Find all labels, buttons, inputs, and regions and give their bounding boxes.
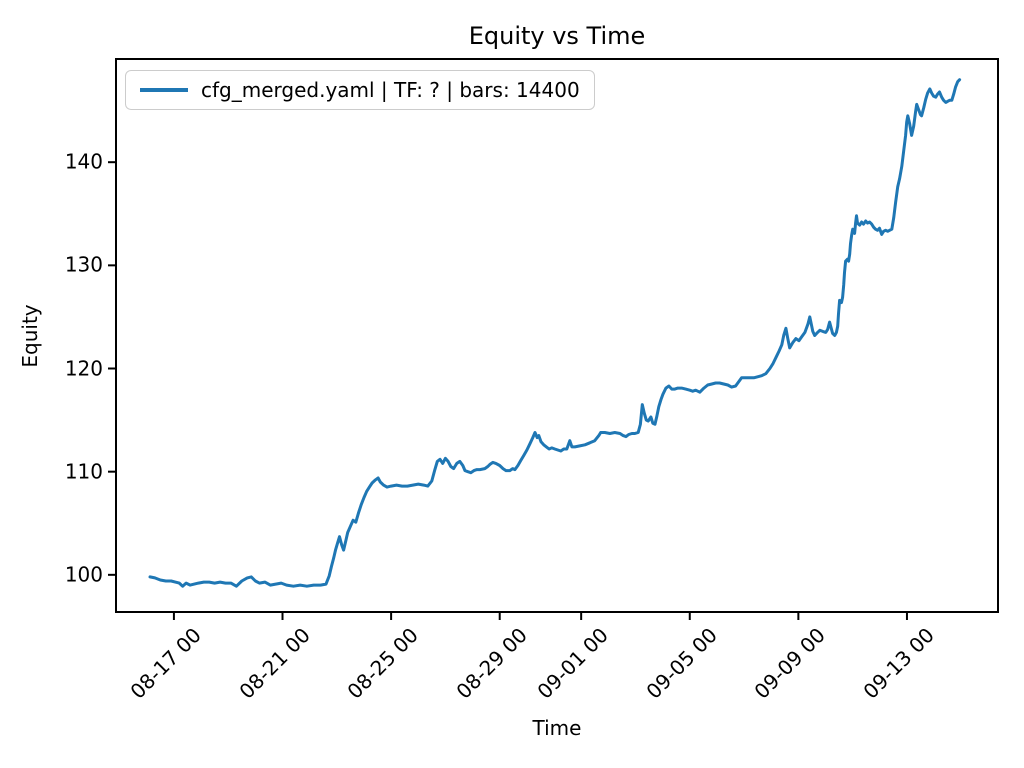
legend-line-sample <box>140 88 188 92</box>
y-axis-label: Equity <box>18 304 42 368</box>
axes-frame <box>115 58 999 613</box>
equity-line <box>148 78 962 588</box>
y-tick-label: 130 <box>64 252 103 277</box>
x-axis-label: Time <box>532 716 582 740</box>
y-tick-label: 100 <box>64 562 103 587</box>
y-tick-label: 110 <box>64 459 103 484</box>
y-tick-label: 140 <box>64 149 103 174</box>
legend: cfg_merged.yaml | TF: ? | bars: 14400 <box>125 70 595 110</box>
y-tick-label: 120 <box>64 356 103 381</box>
chart-title: Equity vs Time <box>468 22 646 50</box>
legend-label: cfg_merged.yaml | TF: ? | bars: 14400 <box>201 78 580 102</box>
